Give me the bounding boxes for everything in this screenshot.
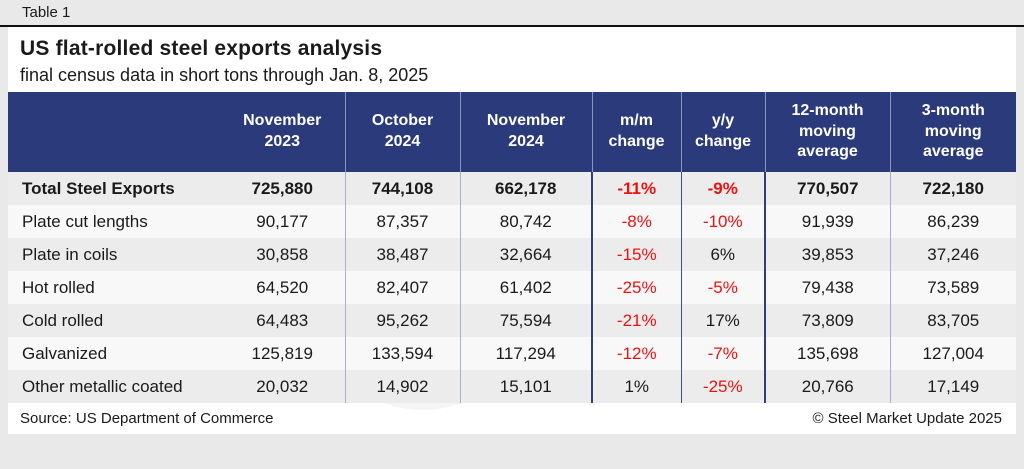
table-cell: 117,294 [459,337,592,370]
table-cell: -7% [680,337,765,370]
content-card: US flat-rolled steel exports analysis fi… [8,27,1016,434]
header-cell: m/m change [591,92,681,172]
header-cell: 12-month moving average [764,92,890,172]
table-cell: -9% [680,172,765,205]
header-cell-empty [8,92,220,172]
table-row: Cold rolled 64,483 95,262 75,594 -21% 17% 73,8… [8,304,1016,337]
table-cell: 39,853 [764,238,890,271]
table-cell: 32,664 [459,238,592,271]
table-cell: 14,902 [344,370,460,403]
table-wrapper: Steel Market Update CRU November 2023 Octo… [8,92,1016,410]
table-cell: -11% [591,172,681,205]
table-cell: 725,880 [251,178,313,198]
table-cell: 95,262 [344,304,460,337]
table-cell: 20,766 [764,370,890,403]
header-cell: y/y change [680,92,765,172]
row-label: Other metallic coated [22,376,183,396]
table-cell: 83,705 [889,304,1016,337]
table-row: Galvanized 125,819 133,594 117,294 -12% -7% 13… [8,337,1016,370]
table-cell: -21% [591,304,681,337]
table-cell: 38,487 [344,238,460,271]
table-cell: -10% [680,205,765,238]
table-cell: -15% [591,238,681,271]
row-label: Plate in coils [22,244,118,264]
page-title: US flat-rolled steel exports analysis [20,37,383,60]
table-cell: 37,246 [889,238,1016,271]
table-cell: 135,698 [764,337,890,370]
table-cell: 6% [680,238,765,271]
table-row: Plate in coils 30,858 38,487 32,664 -15% 6% 39… [8,238,1016,271]
header-cell: 3-month moving average [889,92,1016,172]
table-cell: 61,402 [459,271,592,304]
table-footer: Source: US Department of Commerce © Stee… [8,403,1016,434]
table-cell: 64,483 [256,310,309,330]
table-row: Hot rolled 64,520 82,407 61,402 -25% -5% 79,43… [8,271,1016,304]
page-subtitle: final census data in short tons through … [20,65,429,85]
table-cell: 82,407 [344,271,460,304]
row-label: Plate cut lengths [22,211,148,231]
table-cell: 133,594 [344,337,460,370]
table-cell: 79,438 [764,271,890,304]
table-cell: 1% [591,370,681,403]
row-label: Galvanized [22,343,108,363]
header-row: November 2023 October 2024 November 2024 m/m ch… [8,92,1016,172]
table-cell: 17,149 [889,370,1016,403]
table-cell: -25% [591,271,681,304]
title-block: US flat-rolled steel exports analysis fi… [8,27,1016,92]
table-cell: 662,178 [459,172,592,205]
table-cell: 770,507 [764,172,890,205]
header-cell: November 2023 [220,92,345,172]
header-cell: October 2024 [344,92,460,172]
table-cell: 722,180 [889,172,1016,205]
table-cell: 744,108 [344,172,460,205]
table-row: Total Steel Exports 725,880 744,108 662,178… [8,172,1016,205]
table-cell: 87,357 [344,205,460,238]
table-cell: 86,239 [889,205,1016,238]
table-cell: 127,004 [889,337,1016,370]
table-number-label: Table 1 [22,4,71,21]
source-note: Source: US Department of Commerce [20,410,274,427]
table-cell: 75,594 [459,304,592,337]
table-cell: 73,589 [889,271,1016,304]
table-cell: -12% [591,337,681,370]
table-cell: 80,742 [459,205,592,238]
table-cell: 125,819 [251,343,313,363]
table-cell: 17% [680,304,765,337]
row-label: Total Steel Exports [22,178,175,198]
copyright-note: © Steel Market Update 2025 [812,410,1003,427]
exports-data-table: November 2023 October 2024 November 2024 m/m ch… [8,92,1016,403]
row-label: Cold rolled [22,310,104,330]
table-cell: 90,177 [256,211,309,231]
table-cell: 73,809 [764,304,890,337]
table-row: Plate cut lengths 90,177 87,357 80,742 -8% -1… [8,205,1016,238]
table-cell: 15,101 [459,370,592,403]
header-cell: November 2024 [459,92,592,172]
table-cell: 91,939 [764,205,890,238]
table-row: Other metallic coated 20,032 14,902 15,101 1… [8,370,1016,403]
table-cell: 64,520 [256,277,309,297]
table-cell: -5% [680,271,765,304]
top-strip: Table 1 [0,0,1024,27]
table-cell: -8% [591,205,681,238]
table-cell: 20,032 [256,376,309,396]
row-label: Hot rolled [22,277,95,297]
table-cell: 30,858 [256,244,309,264]
table-cell: -25% [680,370,765,403]
